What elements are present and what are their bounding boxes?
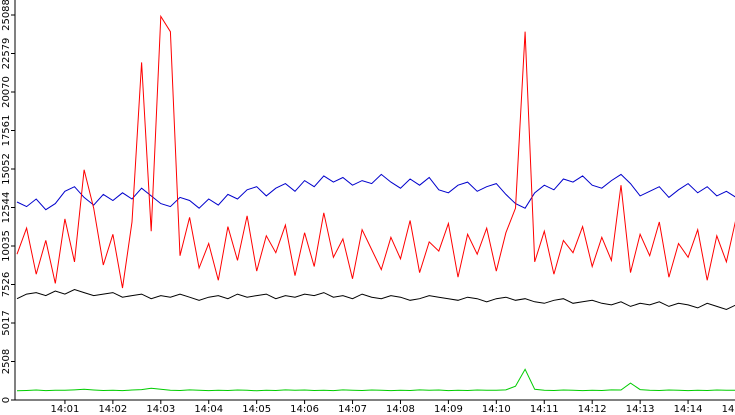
x-tick-label: 14:12 [578, 404, 607, 415]
y-tick-label: 0 [1, 397, 12, 403]
x-tick-label: 14:09 [434, 404, 463, 415]
x-tick-label: 14:13 [626, 404, 655, 415]
x-tick-label: 14:07 [338, 404, 367, 415]
y-tick-label: 5017 [1, 310, 12, 335]
x-tick-label: 14:05 [242, 404, 271, 415]
x-tick-label: 14:06 [290, 404, 319, 415]
x-tick-label: 14:04 [194, 404, 223, 415]
y-tick-label: 20070 [1, 76, 12, 108]
series-line [16, 173, 735, 211]
x-tick-label: 14:01 [51, 404, 80, 415]
x-tick-label: 14:15 [722, 404, 735, 415]
series-line [16, 288, 735, 311]
y-tick-label: 7526 [1, 272, 12, 297]
series-line [16, 14, 735, 289]
y-tick-label: 17561 [1, 115, 12, 147]
y-tick-label: 15052 [1, 153, 12, 185]
x-tick-label: 14:08 [386, 404, 415, 415]
y-tick-label: 22579 [1, 38, 12, 70]
y-tick-label: 2508 [1, 349, 12, 374]
x-tick-label: 14:10 [482, 404, 511, 415]
series-line [16, 368, 735, 392]
y-tick-label: 25088 [1, 0, 12, 31]
x-tick-label: 14:02 [98, 404, 127, 415]
y-tick-label: 10035 [1, 230, 12, 262]
x-tick-label: 14:03 [146, 404, 175, 415]
x-tick-label: 14:14 [674, 404, 703, 415]
x-tick-label: 14:11 [530, 404, 559, 415]
y-tick-label: 12544 [1, 192, 12, 224]
